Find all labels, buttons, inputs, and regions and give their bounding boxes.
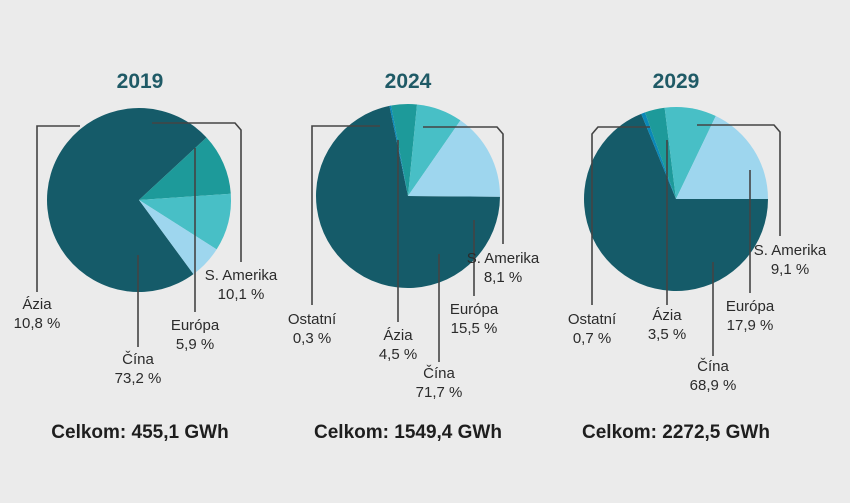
slice-label-azia: Ázia (22, 296, 52, 313)
slice-pct-ostatni: 0,3 % (293, 330, 331, 347)
leader-line-samerika (423, 126, 504, 244)
chart-title: 2029 (653, 70, 700, 93)
slice-label-europa: Európa (171, 317, 220, 334)
slice-pct-azia: 4,5 % (379, 346, 417, 363)
leader-line-azia (36, 125, 80, 292)
slice-pct-cina: 73,2 % (115, 370, 162, 387)
slice-pct-samerika: 9,1 % (771, 261, 809, 278)
leader-line-samerika (152, 122, 242, 262)
slice-label-azia: Ázia (652, 307, 682, 324)
slice-pct-azia: 3,5 % (648, 326, 686, 343)
chart-title: 2024 (385, 70, 432, 93)
chart-2029: 2029 Ostatní 0,7 % Ázia 3,5 % S. Amerika… (568, 70, 827, 443)
slice-label-samerika: S. Amerika (754, 242, 827, 259)
total-label: Celkom: 1549,4 GWh (314, 422, 502, 443)
slice-label-cina: Čína (423, 365, 455, 382)
total-label: Celkom: 2272,5 GWh (582, 422, 770, 443)
chart-2019: 2019 Ázia 10,8 % S. Amerika 10,1 % Európ… (14, 70, 278, 443)
leader-line-ostatni (591, 126, 650, 305)
pie-slice-cina (584, 113, 768, 291)
total-label: Celkom: 455,1 GWh (51, 422, 228, 443)
slice-pct-azia: 10,8 % (14, 315, 61, 332)
chart-2024: 2024 Ostatní 0,3 % Ázia 4,5 % S. Amerika… (288, 70, 540, 443)
pie-slice-europa (676, 116, 768, 199)
slice-pct-europa: 15,5 % (451, 320, 498, 337)
pie-slice-cina (47, 108, 207, 293)
pie-slice-azia (139, 137, 231, 200)
slice-pct-cina: 71,7 % (416, 384, 463, 401)
slice-pct-europa: 17,9 % (727, 317, 774, 334)
pie-slice-cina (316, 105, 500, 288)
slice-label-cina: Čína (122, 351, 154, 368)
slice-pct-europa: 5,9 % (176, 336, 214, 353)
pie-slice-s-amerika (139, 193, 232, 250)
slice-label-cina: Čína (697, 358, 729, 375)
chart-title: 2019 (117, 70, 164, 93)
pie (584, 107, 768, 291)
slice-label-ostatni: Ostatní (288, 311, 337, 328)
slice-label-europa: Európa (450, 301, 499, 318)
pie-slice-s-amerika (664, 107, 716, 199)
pie-slice-europa (139, 200, 217, 275)
leader-line-ostatni (311, 125, 380, 305)
pie-slice-europa (408, 120, 501, 197)
slice-pct-cina: 68,9 % (690, 377, 737, 394)
slice-label-azia: Ázia (383, 327, 413, 344)
slice-label-ostatni: Ostatní (568, 311, 617, 328)
slice-pct-samerika: 8,1 % (484, 269, 522, 286)
leader-line-samerika (697, 124, 781, 236)
slice-label-samerika: S. Amerika (467, 250, 540, 267)
slice-pct-ostatni: 0,7 % (573, 330, 611, 347)
slice-label-samerika: S. Amerika (205, 267, 278, 284)
pie (47, 108, 232, 293)
pie-slice-azia (645, 107, 676, 199)
slice-pct-samerika: 10,1 % (218, 286, 265, 303)
pie-slice-azia (391, 103, 418, 196)
slice-label-europa: Európa (726, 298, 775, 315)
